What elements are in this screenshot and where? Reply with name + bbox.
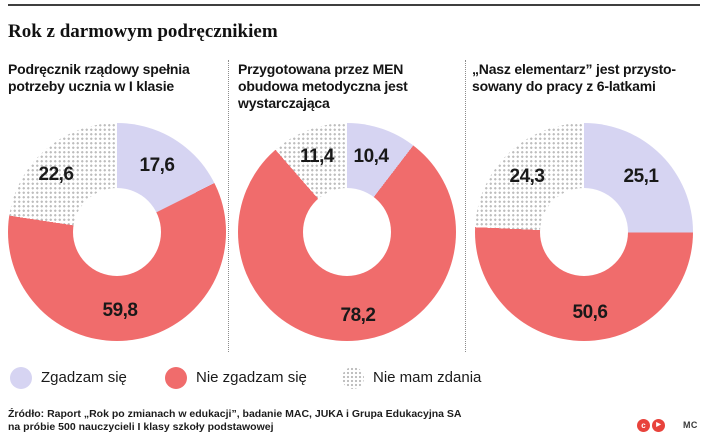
donut-chart-2: 10,4 11,4 78,2 (238, 123, 456, 341)
credit-initials: MC (683, 420, 698, 430)
legend-item-agree: Zgadzam się (10, 367, 127, 389)
chart-3-neutral-value: 24,3 (509, 166, 545, 187)
source-line-1: Źródło: Raport „Rok po zmianach w edukac… (8, 408, 462, 420)
source-line-2: na próbie 500 nauczycieli I klasy szkoły… (8, 421, 274, 433)
chart-1-title: Podręcznik rządowy spełnia potrzeby uczn… (8, 61, 190, 94)
column-divider-2 (465, 60, 466, 352)
license-icons: c ▶ (637, 419, 665, 432)
legend-swatch-agree-icon (10, 367, 32, 389)
chart-2-agree-value: 10,4 (353, 146, 389, 167)
chart-3-agree-value: 25,1 (623, 166, 659, 187)
column-divider-1 (228, 60, 229, 352)
legend: Zgadzam się Nie zgadzam się Nie mam zdan… (0, 356, 708, 396)
legend-swatch-disagree-icon (165, 367, 187, 389)
chart-2-disagree-value: 78,2 (340, 305, 376, 326)
legend-item-neutral: Nie mam zdania (342, 367, 481, 389)
chart-3-title: „Nasz elementarz” jest przysto- sowany d… (472, 61, 676, 94)
chart-2-title: Przygotowana przez MEN obudowa metodyczn… (238, 61, 408, 111)
legend-swatch-neutral-icon (342, 367, 364, 389)
chart-2-neutral-value: 11,4 (300, 146, 334, 167)
chart-1-neutral-value: 22,6 (38, 164, 74, 185)
chart-1-disagree-value: 59,8 (102, 300, 138, 321)
page-title: Rok z darmowym podręcznikiem (8, 21, 278, 42)
legend-label-disagree: Nie zgadzam się (196, 369, 307, 386)
legend-label-agree: Zgadzam się (41, 369, 127, 386)
donut-chart-3: 25,1 24,3 50,6 (475, 123, 693, 341)
chart-1-agree-value: 17,6 (139, 155, 175, 176)
chart-3-disagree-value: 50,6 (572, 302, 608, 323)
donut-chart-1: 17,6 22,6 59,8 (8, 123, 226, 341)
license-c-icon: c (637, 419, 650, 432)
legend-label-neutral: Nie mam zdania (373, 369, 482, 386)
license-arrow-icon: ▶ (652, 419, 665, 432)
top-rule (8, 4, 700, 6)
charts-row: Podręcznik rządowy spełnia potrzeby uczn… (0, 0, 708, 356)
legend-item-disagree: Nie zgadzam się (165, 367, 307, 389)
source-note: Źródło: Raport „Rok po zmianach w edukac… (8, 408, 462, 434)
